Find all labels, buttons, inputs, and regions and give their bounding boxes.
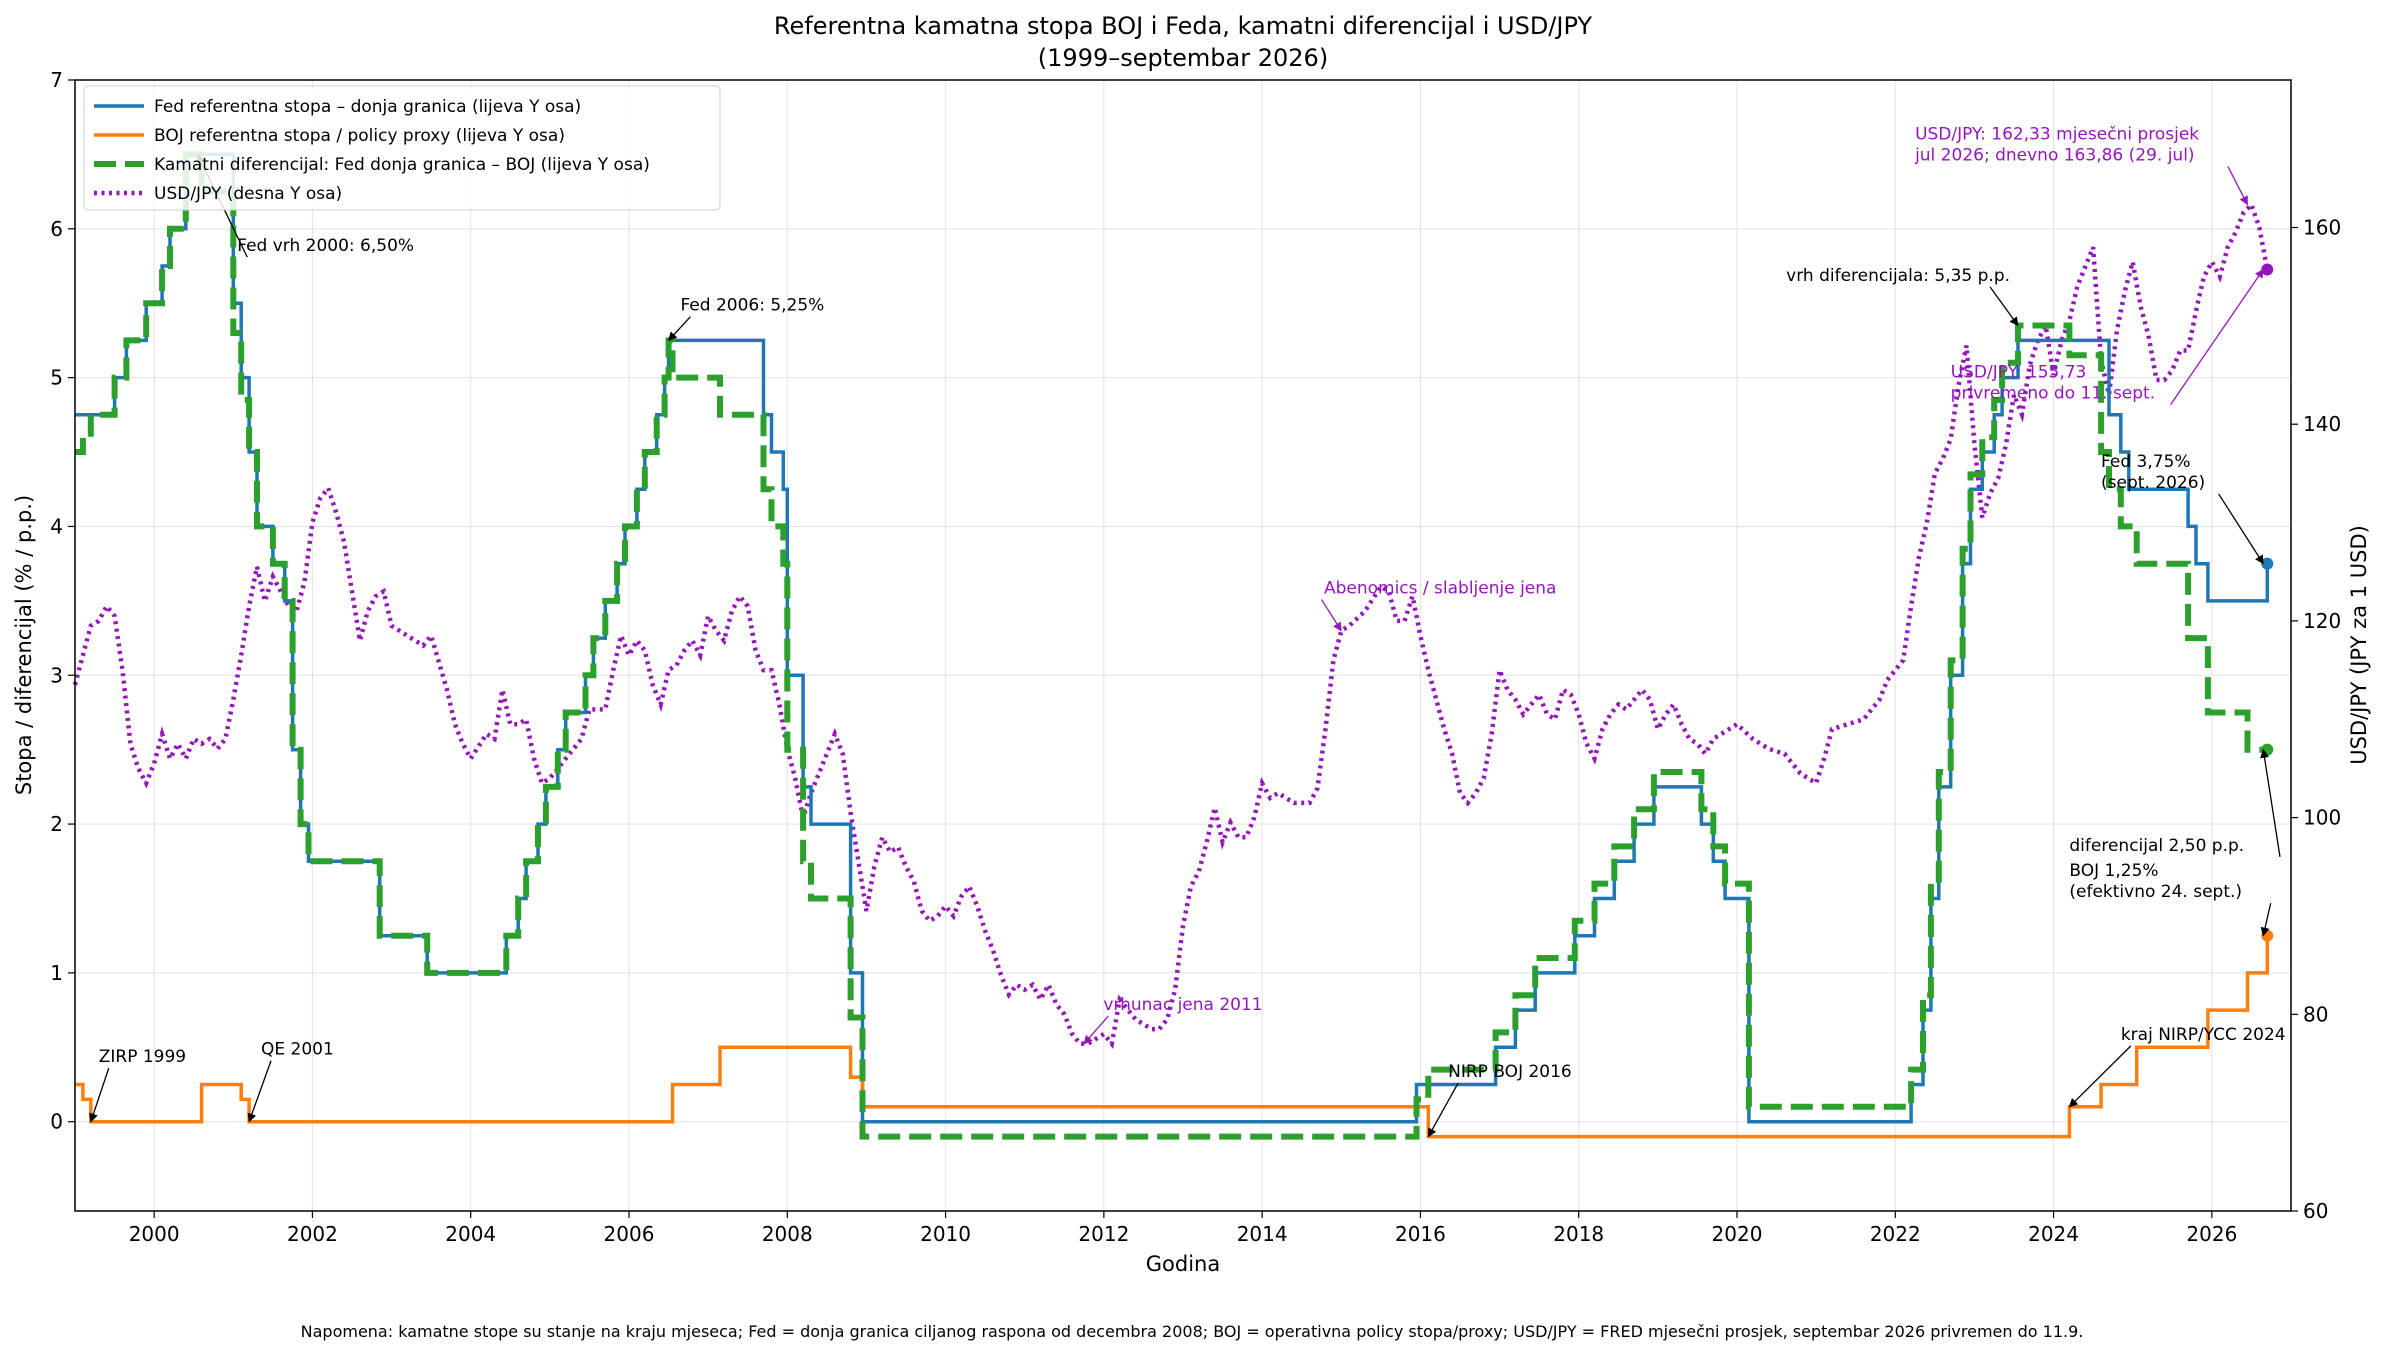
y-left-tick-label: 5 xyxy=(50,366,63,390)
y-axis-right-label: USD/JPY (JPY za 1 USD) xyxy=(2347,525,2371,765)
series-diff-line xyxy=(75,151,2268,1140)
annotation-arrow-7 xyxy=(1320,599,1342,632)
x-axis-label: Godina xyxy=(1146,1252,1220,1276)
y-right-tick-label: 160 xyxy=(2303,216,2341,240)
annotation-multiline-2-line: (sept. 2026) xyxy=(2101,473,2205,493)
annotation-multiline-arrow-4 xyxy=(2260,903,2272,937)
legend-box xyxy=(83,85,721,211)
x-tick-label: 2016 xyxy=(1395,1222,1446,1246)
end-marker-usdjpy xyxy=(2261,263,2274,276)
annotation-multiline-2-line: Fed 3,75% xyxy=(2101,452,2191,472)
annotation-5: NIRP BOJ 2016 xyxy=(1448,1062,1572,1082)
y-left-tick-label: 0 xyxy=(50,1110,63,1134)
annotation-1: QE 2001 xyxy=(261,1040,334,1060)
y-left-tick-label: 4 xyxy=(50,514,63,538)
x-tick-label: 2014 xyxy=(1237,1222,1288,1246)
annotation-multiline-0-line: jul 2026; dnevno 163,86 (29. jul) xyxy=(1914,146,2194,166)
annotation-4: vrh diferencijala: 5,35 p.p. xyxy=(1786,266,2010,286)
annotation-2: Fed vrh 2000: 6,50% xyxy=(237,236,414,256)
x-tick-label: 2024 xyxy=(2028,1222,2079,1246)
annotation-multiline-arrow-3 xyxy=(2260,748,2281,857)
annotation-arrow-1 xyxy=(247,1060,272,1123)
annotation-arrow-5 xyxy=(1427,1082,1459,1138)
annotation-multiline-0-line: USD/JPY: 162,33 mjesečni prosjek xyxy=(1915,125,2199,145)
x-tick-label: 2020 xyxy=(1712,1222,1763,1246)
legend-label-fed: Fed referentna stopa – donja granica (li… xyxy=(154,97,581,117)
axes: 2000 2002 2004 2006 2008 2010 2012 2014 2016 2018… xyxy=(50,68,2341,1246)
end-marker-boj xyxy=(2261,929,2274,942)
x-tick-label: 2010 xyxy=(920,1222,971,1246)
annotation-3: Fed 2006: 5,25% xyxy=(680,296,824,316)
y-left-tick-label: 2 xyxy=(50,812,63,836)
legend-label-diff: Kamatni diferencijal: Fed donja granica … xyxy=(154,155,650,175)
x-tick-label: 2022 xyxy=(1870,1222,1921,1246)
footnote: Napomena: kamatne stope su stanje na kra… xyxy=(300,1322,2084,1341)
y-right-tick-label: 60 xyxy=(2303,1199,2328,1223)
x-tick-label: 2000 xyxy=(129,1222,180,1246)
x-tick-label: 2002 xyxy=(287,1222,338,1246)
y-right-tick-label: 100 xyxy=(2303,806,2341,830)
y-left-tick-label: 1 xyxy=(50,961,63,985)
plot-frame xyxy=(74,79,2292,1212)
chart-title-line2: (1999–septembar 2026) xyxy=(1038,44,1328,72)
annotation-multiline-1-line: USD/JPY: 155,73 xyxy=(1951,363,2087,383)
series-boj-line xyxy=(75,935,2270,1139)
annotation-multiline-1-line: privremeno do 11. sept. xyxy=(1951,384,2155,404)
legend-label-usdjpy: USD/JPY (desna Y osa) xyxy=(154,184,342,204)
y-left-tick-label: 3 xyxy=(50,663,63,687)
annotation-arrow-4 xyxy=(1989,286,2019,327)
annotation-0: ZIRP 1999 xyxy=(99,1047,186,1067)
x-tick-label: 2004 xyxy=(445,1222,496,1246)
annotation-arrow-0 xyxy=(89,1067,110,1123)
legend: Fed referentna stopa – donja granica (li… xyxy=(83,85,721,211)
annotation-multiline-4-line: BOJ 1,25% xyxy=(2069,861,2158,881)
y-right-tick-label: 120 xyxy=(2303,609,2341,633)
annotation-7: Abenomics / slabljenje jena xyxy=(1324,578,1557,598)
x-tick-label: 2026 xyxy=(2186,1222,2237,1246)
x-tick-label: 2012 xyxy=(1078,1222,1129,1246)
annotation-arrow-8 xyxy=(1083,1015,1109,1045)
series-usdjpy-line xyxy=(72,200,2270,1050)
end-marker-fed xyxy=(2261,557,2274,570)
end-marker-diff xyxy=(2261,743,2274,756)
annotation-multiline-4-line: (efektivno 24. sept.) xyxy=(2069,882,2242,902)
annotation-multiline-arrow-0 xyxy=(2227,166,2249,206)
annotation-arrow-3 xyxy=(667,316,691,342)
annotation-8: vrhunac jena 2011 xyxy=(1103,995,1262,1015)
annotation-arrow-6 xyxy=(2068,1045,2132,1108)
series-fed-line xyxy=(75,152,2270,1124)
x-tick-label: 2018 xyxy=(1553,1222,1604,1246)
annotation-multiline-arrow-2 xyxy=(2218,493,2264,565)
annotation-multiline-arrow-1 xyxy=(2170,268,2264,405)
annotation-6: kraj NIRP/YCC 2024 xyxy=(2121,1025,2286,1045)
annotations: ZIRP 1999 QE 2001 Fed vrh 2000: 6,50% Fed 2… xyxy=(89,125,2286,1138)
annotation-multiline-3-line: diferencijal 2,50 p.p. xyxy=(2069,836,2244,856)
y-right-tick-label: 140 xyxy=(2303,412,2341,436)
x-tick-label: 2008 xyxy=(762,1222,813,1246)
x-tick-label: 2006 xyxy=(604,1222,655,1246)
y-left-tick-label: 6 xyxy=(50,217,63,241)
y-left-tick-label: 7 xyxy=(50,68,63,92)
chart-title-line1: Referentna kamatna stopa BOJ i Feda, kam… xyxy=(774,12,1592,40)
legend-label-boj: BOJ referentna stopa / policy proxy (lij… xyxy=(154,126,565,146)
chart: Referentna kamatna stopa BOJ i Feda, kam… xyxy=(12,12,2371,1276)
series-layer xyxy=(72,151,2270,1140)
y-right-tick-label: 80 xyxy=(2303,1002,2328,1026)
y-axis-left-label: Stopa / diferencijal (% / p.p.) xyxy=(12,495,36,795)
